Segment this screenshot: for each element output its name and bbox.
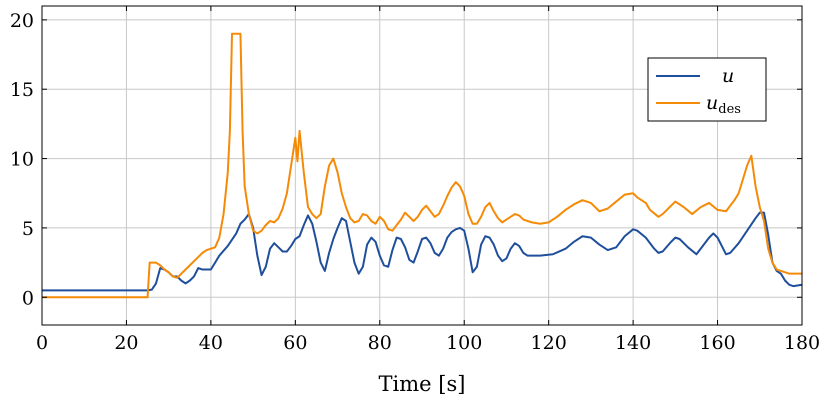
legend-label-u-des-sub: des bbox=[718, 102, 741, 117]
legend-label-u-des: udes bbox=[706, 92, 741, 117]
axis-ticks: 0 20 40 60 80 100 120 140 160 180 0 5 10 15 20 bbox=[10, 6, 820, 354]
x-tick-label: 40 bbox=[199, 332, 223, 354]
legend-label-u: u bbox=[722, 65, 734, 87]
series-line-u bbox=[42, 211, 803, 292]
x-axis-title: Time [s] bbox=[379, 372, 466, 396]
y-tick-label: 5 bbox=[22, 218, 34, 240]
legend: u udes bbox=[647, 57, 767, 122]
legend-label-u-des-main: u bbox=[706, 92, 718, 114]
series-lines bbox=[42, 32, 803, 299]
x-tick-label: 140 bbox=[615, 332, 651, 354]
x-tick-label: 160 bbox=[699, 332, 735, 354]
x-tick-label: 180 bbox=[784, 332, 820, 354]
x-tick-label: 0 bbox=[36, 332, 48, 354]
y-tick-label: 15 bbox=[10, 79, 34, 101]
y-tick-label: 0 bbox=[22, 287, 34, 309]
y-tick-label: 10 bbox=[10, 149, 34, 171]
y-tick-label: 20 bbox=[10, 10, 34, 32]
x-tick-label: 120 bbox=[531, 332, 567, 354]
x-tick-label: 20 bbox=[114, 332, 138, 354]
grid-lines bbox=[41, 6, 803, 325]
x-tick-label: 60 bbox=[283, 332, 307, 354]
legend-box bbox=[647, 57, 767, 122]
x-tick-label: 100 bbox=[446, 332, 482, 354]
series-line-u-des bbox=[42, 32, 802, 299]
x-tick-label: 80 bbox=[368, 332, 392, 354]
plot-frame bbox=[41, 5, 803, 326]
